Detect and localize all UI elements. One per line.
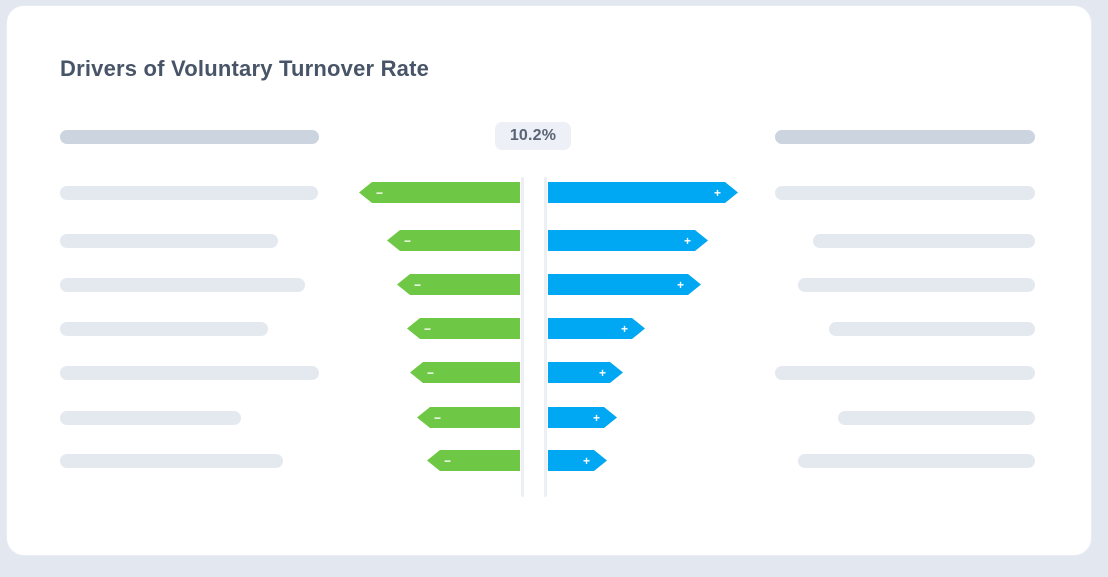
minus-icon: −: [427, 365, 435, 380]
negative-driver-bar[interactable]: −: [427, 450, 520, 471]
label-placeholder-left: [60, 365, 319, 380]
plus-icon: +: [582, 453, 590, 468]
positive-driver-bar[interactable]: +: [548, 450, 607, 471]
minus-icon: −: [414, 277, 422, 292]
minus-icon: −: [404, 233, 412, 248]
positive-driver-bar[interactable]: +: [548, 230, 708, 251]
label-placeholder-left: [60, 321, 268, 336]
label-placeholder-left: [60, 277, 305, 292]
minus-icon: −: [424, 321, 432, 336]
turnover-rate-badge: 10.2%: [495, 122, 571, 150]
positive-driver-bar[interactable]: +: [548, 407, 617, 428]
label-placeholder-left: [60, 453, 283, 468]
label-placeholder-right: [798, 453, 1035, 468]
axis-line-left: [521, 177, 524, 497]
positive-driver-bar[interactable]: +: [548, 274, 701, 295]
plus-icon: +: [683, 233, 691, 248]
header-placeholder-right: [775, 130, 1035, 144]
plus-icon: +: [592, 410, 600, 425]
label-placeholder-left: [60, 185, 318, 200]
plus-icon: +: [676, 277, 684, 292]
negative-driver-bar[interactable]: −: [410, 362, 520, 383]
label-placeholder-right: [798, 277, 1035, 292]
negative-driver-bar[interactable]: −: [359, 182, 520, 203]
chart-title: Drivers of Voluntary Turnover Rate: [60, 56, 430, 81]
label-placeholder-right: [813, 233, 1035, 248]
negative-driver-bar[interactable]: −: [387, 230, 520, 251]
plus-icon: +: [598, 365, 606, 380]
label-placeholder-right: [775, 365, 1035, 380]
plus-icon: +: [713, 185, 721, 200]
label-placeholder-right: [838, 410, 1035, 425]
label-placeholder-right: [775, 185, 1035, 200]
turnover-rate-value: 10.2%: [509, 127, 557, 144]
label-placeholder-left: [60, 410, 241, 425]
negative-driver-bar[interactable]: −: [407, 318, 520, 339]
minus-icon: −: [434, 410, 442, 425]
negative-driver-bar[interactable]: −: [397, 274, 520, 295]
positive-driver-bar[interactable]: +: [548, 318, 645, 339]
minus-icon: −: [376, 185, 384, 200]
plus-icon: +: [620, 321, 628, 336]
positive-driver-bar[interactable]: +: [548, 362, 623, 383]
positive-driver-bar[interactable]: +: [548, 182, 738, 203]
label-placeholder-left: [60, 233, 278, 248]
header-placeholder-left: [60, 130, 319, 144]
minus-icon: −: [444, 453, 452, 468]
negative-driver-bar[interactable]: −: [417, 407, 520, 428]
label-placeholder-right: [829, 321, 1035, 336]
axis-line-right: [544, 177, 547, 497]
